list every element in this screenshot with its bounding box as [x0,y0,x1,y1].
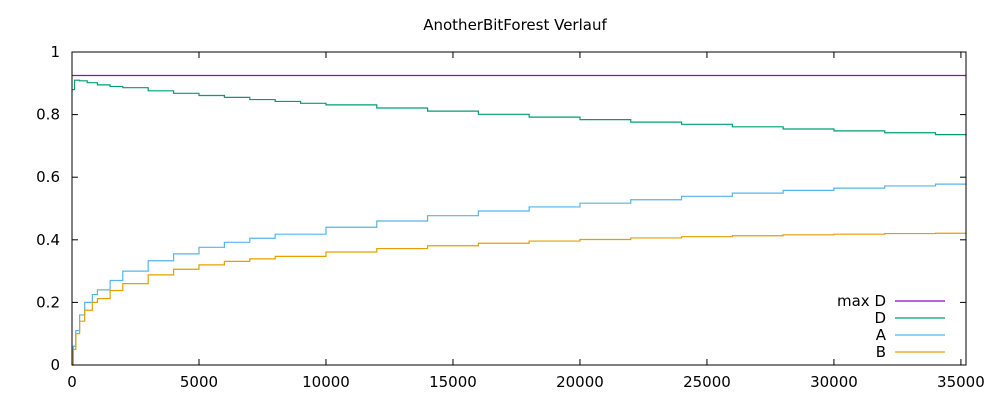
x-tick-label: 5000 [180,373,218,391]
series-line-a [72,182,967,366]
legend-label: max D [837,292,886,310]
legend-label: D [874,309,886,327]
series-line-b [72,232,967,366]
x-tick-label: 30000 [810,373,858,391]
y-tick-label: 0.6 [36,168,60,186]
chart-title: AnotherBitForest Verlauf [423,16,607,34]
x-tick-label: 20000 [556,373,604,391]
series-line-d [72,79,967,136]
legend-label: A [876,326,887,344]
legend-label: B [876,343,886,361]
x-tick-label: 35000 [937,373,985,391]
plot-area [72,74,967,366]
x-tick-label: 25000 [683,373,731,391]
y-tick-label: 1 [50,43,60,61]
plot-frame [71,51,967,366]
y-tick-label: 0.8 [36,106,60,124]
y-tick-label: 0 [50,356,60,374]
y-tick-label: 0.4 [36,231,60,249]
x-tick-label: 10000 [302,373,350,391]
x-tick-label: 15000 [429,373,477,391]
axes: 0 0.2 0.4 0.6 0.8 1 0 5000 10000 15000 20000 25000 3… [36,43,985,391]
y-tick-label: 0.2 [36,293,60,311]
x-tick-label: 0 [67,373,77,391]
